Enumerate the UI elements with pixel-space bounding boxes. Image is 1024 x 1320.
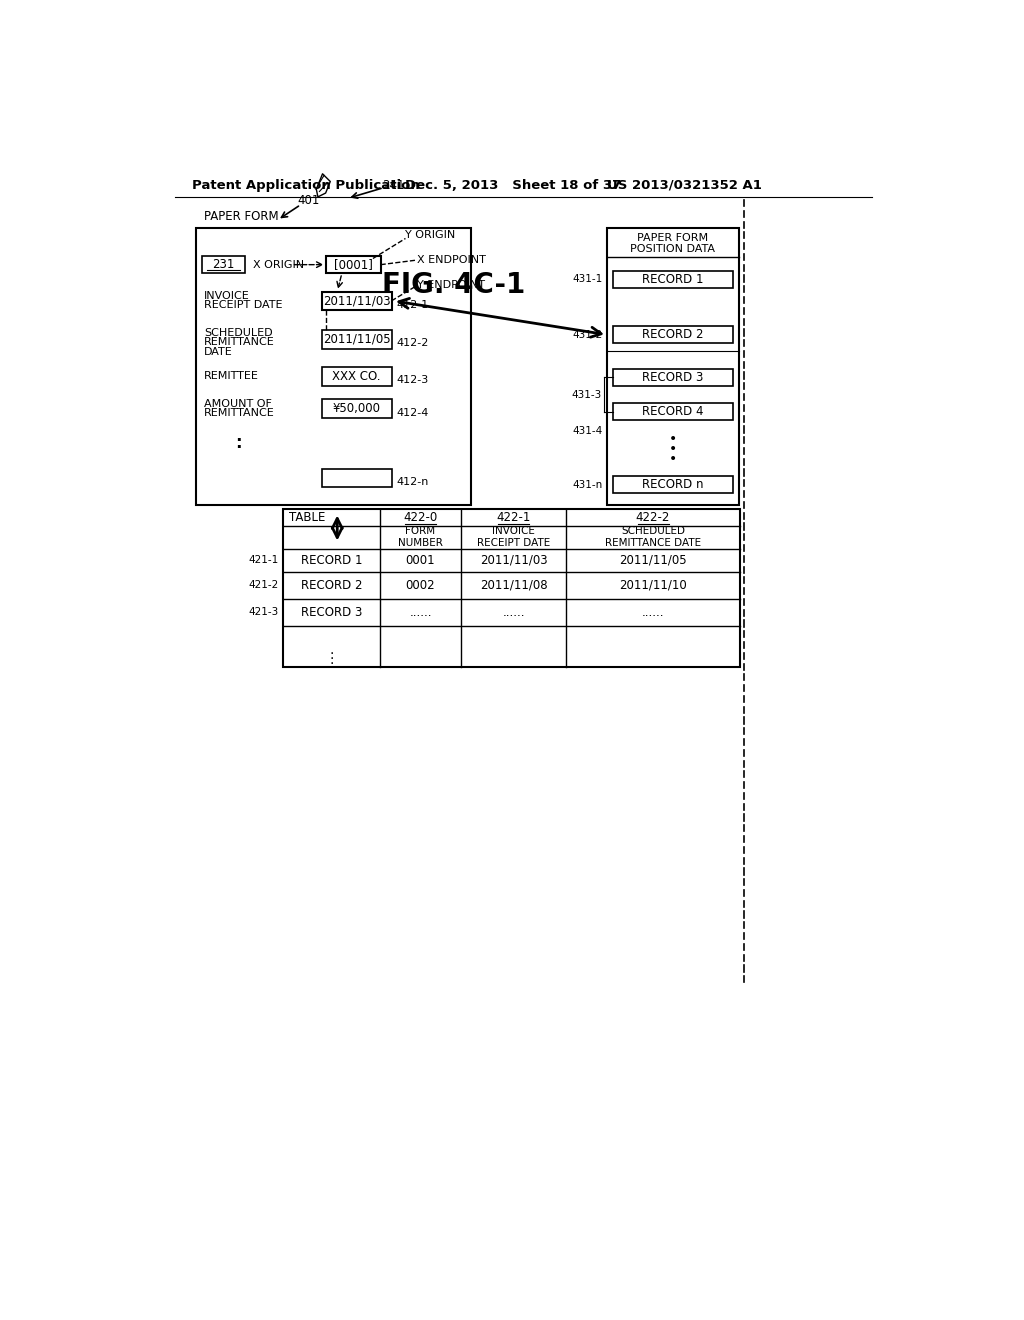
Text: 2011/11/05: 2011/11/05 (620, 554, 687, 566)
Bar (283, 508, 740, 667)
Text: [0001]: [0001] (334, 259, 373, 271)
Text: 0001: 0001 (406, 554, 435, 566)
Text: .: . (330, 643, 334, 656)
Text: 0002: 0002 (406, 579, 435, 591)
Text: ¥50,000: ¥50,000 (333, 403, 381, 416)
Text: DATE: DATE (204, 347, 232, 356)
Text: SCHEDULED: SCHEDULED (204, 329, 272, 338)
Text: RECORD 3: RECORD 3 (301, 606, 362, 619)
Bar (322, 292, 391, 310)
Text: 2011/11/03: 2011/11/03 (323, 294, 390, 308)
Text: •: • (669, 433, 677, 446)
Text: 431-3: 431-3 (571, 391, 601, 400)
Text: 2011/11/10: 2011/11/10 (620, 579, 687, 591)
Text: 412-1: 412-1 (396, 300, 428, 310)
Text: 431-1: 431-1 (572, 275, 603, 284)
Bar (607, 227, 738, 506)
Text: :: : (236, 434, 242, 453)
Bar (613, 477, 732, 494)
Text: Y ENDPOINT: Y ENDPOINT (417, 280, 485, 290)
Text: 2011/11/05: 2011/11/05 (323, 333, 390, 346)
Text: REMITTEE: REMITTEE (204, 371, 259, 381)
Text: 2011/11/03: 2011/11/03 (480, 554, 548, 566)
Text: 401: 401 (297, 194, 319, 207)
Text: X ORIGIN: X ORIGIN (253, 260, 304, 269)
Text: RECORD 2: RECORD 2 (642, 329, 703, 342)
Text: TABLE: TABLE (289, 511, 326, 524)
Text: RECORD n: RECORD n (642, 478, 703, 491)
Text: •: • (669, 442, 677, 457)
Bar (327, 256, 381, 273)
Text: 2011/11/08: 2011/11/08 (480, 579, 548, 591)
Text: SCHEDULED
REMITTANCE DATE: SCHEDULED REMITTANCE DATE (605, 527, 701, 548)
Text: XXX CO.: XXX CO. (333, 370, 381, 383)
Text: RECORD 4: RECORD 4 (642, 405, 703, 418)
Text: 412-2: 412-2 (396, 338, 428, 348)
Text: 231: 231 (212, 259, 234, 271)
Text: •: • (669, 453, 677, 466)
Text: PAPER FORM: PAPER FORM (637, 234, 709, 243)
Text: RECORD 3: RECORD 3 (642, 371, 703, 384)
Text: 412-3: 412-3 (396, 375, 428, 385)
Text: FORM
NUMBER: FORM NUMBER (398, 527, 443, 548)
Bar (197, 227, 471, 506)
Text: 431-2: 431-2 (572, 330, 603, 339)
Text: POSITION DATA: POSITION DATA (631, 244, 716, 255)
Text: X ENDPOINT: X ENDPOINT (417, 255, 486, 265)
Text: 422-1: 422-1 (497, 511, 530, 524)
Text: ......: ...... (410, 606, 432, 619)
Bar (613, 404, 732, 420)
Bar (613, 271, 732, 288)
Text: RECEIPT DATE: RECEIPT DATE (204, 301, 283, 310)
Text: Y ORIGIN: Y ORIGIN (406, 231, 456, 240)
Bar (322, 400, 391, 418)
Text: REMITTANCE: REMITTANCE (204, 408, 274, 418)
Text: REMITTANCE: REMITTANCE (204, 338, 274, 347)
Text: 412-4: 412-4 (396, 408, 428, 417)
Text: PAPER FORM: PAPER FORM (204, 210, 279, 223)
Text: INVOICE: INVOICE (204, 292, 250, 301)
Text: FIG. 4C-1: FIG. 4C-1 (382, 272, 525, 300)
Text: RECORD 2: RECORD 2 (301, 579, 362, 591)
Text: 431-4: 431-4 (572, 426, 603, 436)
Text: 241: 241 (382, 178, 404, 191)
Text: 431-n: 431-n (572, 480, 603, 490)
Text: 421-1: 421-1 (249, 556, 280, 565)
Text: RECORD 1: RECORD 1 (301, 554, 362, 566)
Text: 421-2: 421-2 (249, 581, 280, 590)
Text: INVOICE
RECEIPT DATE: INVOICE RECEIPT DATE (477, 527, 550, 548)
Text: US 2013/0321352 A1: US 2013/0321352 A1 (607, 178, 762, 191)
Text: Dec. 5, 2013   Sheet 18 of 37: Dec. 5, 2013 Sheet 18 of 37 (406, 178, 622, 191)
Bar (322, 330, 391, 348)
Text: 422-2: 422-2 (636, 511, 671, 524)
Text: .: . (330, 653, 334, 668)
Text: .: . (330, 648, 334, 663)
Text: Patent Application Publication: Patent Application Publication (191, 178, 419, 191)
Text: ......: ...... (642, 606, 665, 619)
Bar (613, 326, 732, 343)
Text: 421-3: 421-3 (249, 607, 280, 618)
Text: AMOUNT OF: AMOUNT OF (204, 399, 271, 409)
Text: 422-0: 422-0 (403, 511, 437, 524)
Text: RECORD 1: RECORD 1 (642, 273, 703, 286)
Bar (322, 367, 391, 385)
Bar (203, 256, 245, 273)
Bar (322, 469, 391, 487)
Text: 412-n: 412-n (396, 477, 428, 487)
Text: ......: ...... (503, 606, 525, 619)
Bar (613, 368, 732, 385)
